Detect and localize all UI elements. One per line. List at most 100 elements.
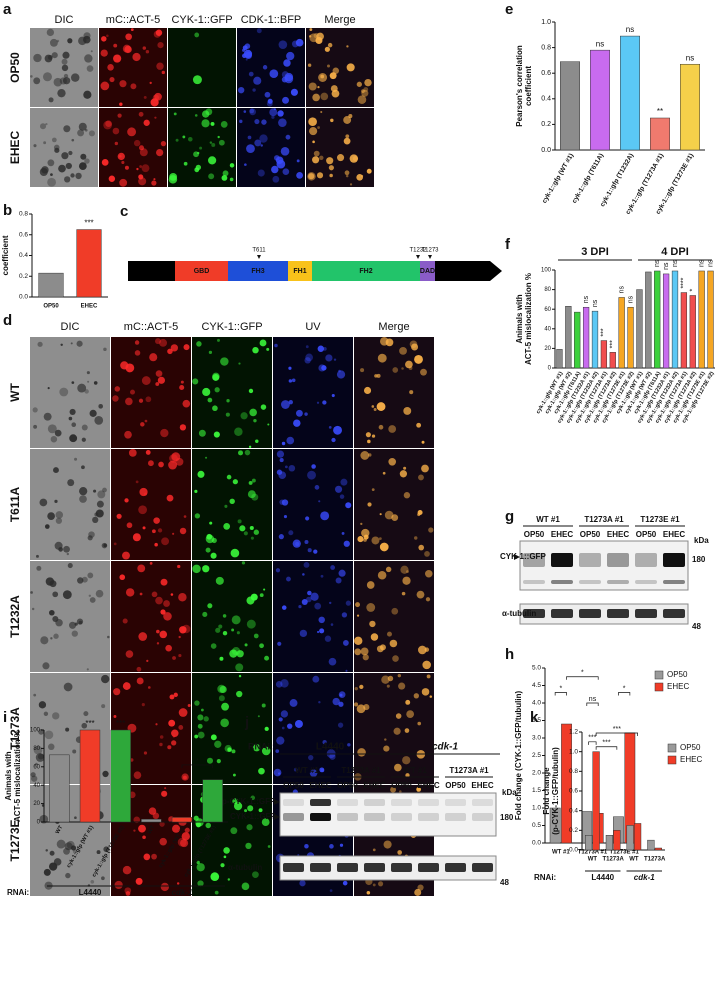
speckle	[335, 577, 342, 584]
y-tick-label: 0.4	[541, 96, 551, 103]
speckle	[327, 64, 330, 68]
bar	[592, 751, 600, 851]
speckle	[278, 471, 287, 480]
speckle	[155, 723, 158, 726]
speckle	[138, 632, 148, 641]
speckle	[177, 564, 181, 569]
speckle	[171, 729, 179, 737]
speckle	[179, 424, 187, 431]
band	[337, 863, 358, 872]
y-tick-label: 0.5	[532, 822, 541, 829]
significance-label: ***	[610, 340, 617, 348]
domain-label: FH2	[359, 268, 372, 275]
speckle	[237, 86, 245, 94]
band-label: p-CYK-1::GFP	[222, 797, 276, 806]
speckle	[124, 430, 132, 439]
speckle	[417, 721, 422, 726]
bar	[636, 289, 643, 369]
speckle	[113, 54, 122, 63]
speckle	[362, 654, 369, 661]
speckle	[65, 727, 70, 732]
speckle	[159, 837, 167, 846]
y-tick-label: 0.6	[541, 70, 551, 77]
rnai-label: L4440	[316, 742, 345, 753]
speckle	[223, 847, 230, 854]
speckle	[81, 722, 88, 729]
bar	[600, 340, 608, 369]
bracket	[595, 746, 618, 750]
significance-label: ns	[589, 696, 597, 703]
speckle	[403, 466, 407, 470]
y-axis-label: ACT-5 mislocalization %	[524, 273, 533, 365]
speckle	[197, 714, 204, 721]
y-tick-label: 1.0	[541, 19, 551, 26]
speckle	[326, 157, 334, 165]
bracket	[618, 692, 631, 696]
speckle	[146, 659, 149, 662]
significance-label: ns	[583, 295, 590, 303]
speckle	[196, 860, 200, 865]
speckle	[363, 386, 372, 395]
speckle	[130, 389, 135, 395]
lane-label: OP50	[636, 530, 657, 539]
speckle	[406, 570, 409, 573]
speckle	[309, 127, 318, 136]
speckle	[208, 173, 215, 180]
speckle	[205, 822, 212, 829]
speckle	[33, 53, 42, 63]
speckle	[341, 612, 348, 618]
speckle	[281, 605, 287, 610]
domain-segment	[128, 261, 175, 281]
speckle	[68, 150, 73, 156]
speckle	[159, 338, 168, 347]
speckle	[384, 738, 387, 741]
domain-segment	[435, 261, 490, 281]
legend-label: EHEC	[680, 755, 702, 764]
speckle	[313, 150, 320, 157]
speckle	[109, 76, 115, 83]
speckle	[273, 768, 282, 777]
speckle	[248, 388, 254, 394]
speckle	[367, 439, 371, 444]
significance-label: *	[690, 288, 697, 291]
speckle	[317, 345, 325, 352]
speckle	[222, 630, 228, 636]
speckle	[386, 684, 390, 688]
speckle	[116, 513, 122, 519]
speckle	[243, 110, 247, 113]
speckle	[328, 425, 332, 429]
speckle	[230, 548, 240, 558]
speckle	[40, 636, 49, 645]
bar	[662, 273, 670, 369]
group-label: T1273A #1	[449, 766, 489, 775]
speckle	[252, 88, 256, 92]
speckle	[155, 382, 160, 386]
speckle	[264, 726, 269, 731]
speckle	[63, 545, 70, 553]
speckle	[203, 716, 209, 722]
speckle	[217, 135, 220, 139]
speckle	[47, 424, 57, 434]
speckle	[81, 576, 88, 583]
band	[579, 580, 601, 584]
significance-label: ns	[592, 299, 599, 307]
speckle	[217, 338, 220, 342]
speckle	[421, 464, 429, 473]
speckle	[138, 505, 147, 515]
speckle	[132, 533, 141, 542]
speckle	[210, 643, 217, 649]
speckle	[169, 454, 178, 463]
y-tick-label: 40	[33, 783, 40, 789]
speckle	[151, 853, 157, 860]
band	[663, 580, 685, 584]
speckle	[342, 880, 348, 886]
speckle	[113, 542, 117, 546]
speckle	[143, 95, 147, 99]
speckle	[65, 872, 71, 879]
speckle	[219, 685, 227, 694]
speckle	[124, 165, 129, 170]
band	[663, 609, 685, 618]
speckle	[330, 623, 334, 626]
speckle	[387, 675, 394, 682]
speckle	[259, 134, 268, 143]
